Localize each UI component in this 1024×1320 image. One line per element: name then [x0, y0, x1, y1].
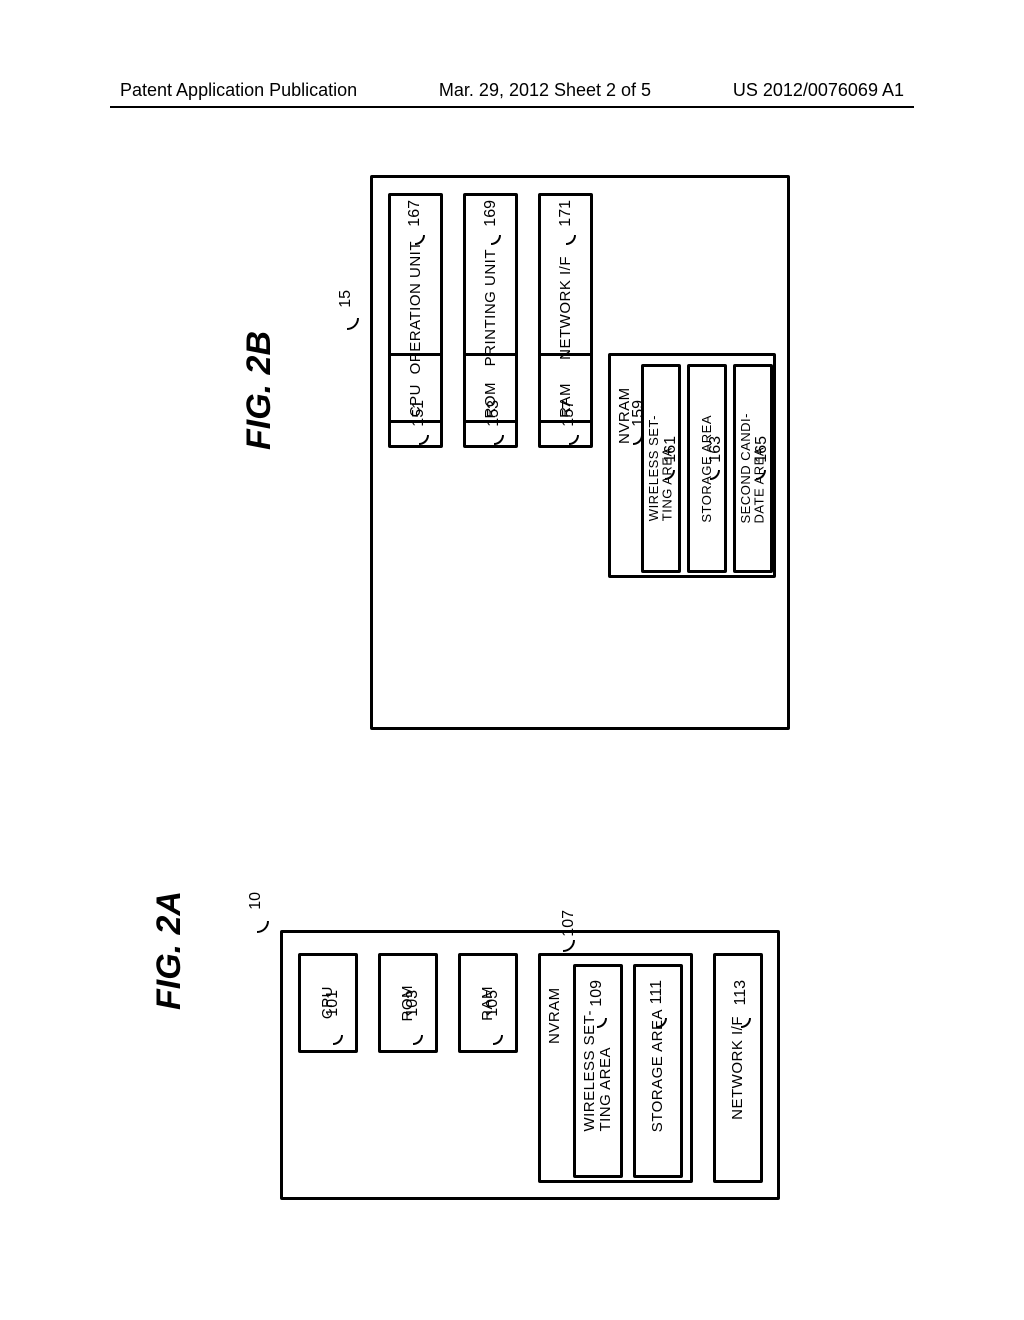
- ref-151: 151: [410, 400, 428, 427]
- block-nvram-label: NVRAM: [547, 964, 563, 1044]
- block-pru-label: PRINTING UNIT: [483, 249, 499, 366]
- ref-111: 111: [648, 980, 666, 1004]
- ref-163: 163: [707, 436, 725, 463]
- page-header: Patent Application Publication Mar. 29, …: [0, 80, 1024, 101]
- block-opu: OPERATION UNIT: [388, 193, 443, 423]
- fig-2a-device-ref: 10: [247, 892, 265, 910]
- leader-curve: [347, 318, 359, 330]
- ref-171: 171: [557, 200, 575, 227]
- block-cand-b-label: SECOND CANDI- DATE AREA: [739, 413, 766, 524]
- fig-2b-label: FIG. 2B: [240, 331, 279, 450]
- ref-107: 107: [560, 910, 578, 937]
- block-netif-label: NETWORK I/F: [730, 1016, 746, 1120]
- header-left: Patent Application Publication: [120, 80, 357, 101]
- ref-169: 169: [482, 200, 500, 227]
- block-stor-b-label: STORAGE AREA: [700, 415, 714, 523]
- ref-105: 105: [484, 990, 502, 1017]
- block-nvram-b: NVRAM WIRELESS SET- TING AREA STORAGE AR…: [608, 353, 776, 578]
- block-nvram: NVRAM WIRELESS SET- TING AREA STORAGE AR…: [538, 953, 693, 1183]
- block-pru: PRINTING UNIT: [463, 193, 518, 423]
- patent-page: Patent Application Publication Mar. 29, …: [0, 0, 1024, 1320]
- header-right: US 2012/0076069 A1: [733, 80, 904, 101]
- block-netif-b: NETWORK I/F: [538, 193, 593, 423]
- block-netif-b-label: NETWORK I/F: [558, 256, 574, 360]
- block-wset-b-label: WIRELESS SET- TING AREA: [647, 415, 674, 521]
- fig-2a-label: FIG. 2A: [150, 891, 189, 1010]
- ref-159: 159: [630, 400, 648, 427]
- ref-109: 109: [588, 980, 606, 1007]
- ref-101: 101: [324, 990, 342, 1017]
- ref-161: 161: [662, 436, 680, 463]
- fig-2a-device-box: CPU ROM RAM NVRAM WIRELESS SET- TING ARE…: [280, 930, 780, 1200]
- block-wset-b: WIRELESS SET- TING AREA: [641, 364, 681, 573]
- ref-157: 157: [560, 400, 578, 427]
- block-stor-b: STORAGE AREA: [687, 364, 727, 573]
- header-rule: [110, 106, 914, 108]
- block-opu-label: OPERATION UNIT: [408, 241, 424, 374]
- block-cand-b: SECOND CANDI- DATE AREA: [733, 364, 773, 573]
- ref-167: 167: [406, 200, 424, 227]
- block-wset-label: WIRELESS SET- TING AREA: [582, 1010, 614, 1132]
- fig-2b-device-ref: 15: [337, 290, 355, 308]
- fig-2b-device-box: CPU ROM RAM NVRAM WIRELESS SET- TING ARE…: [370, 175, 790, 730]
- ref-153: 153: [485, 400, 503, 427]
- ref-103: 103: [404, 990, 422, 1017]
- ref-165: 165: [753, 436, 771, 463]
- header-center: Mar. 29, 2012 Sheet 2 of 5: [439, 80, 651, 101]
- ref-113: 113: [732, 980, 750, 1006]
- leader-curve: [257, 921, 269, 933]
